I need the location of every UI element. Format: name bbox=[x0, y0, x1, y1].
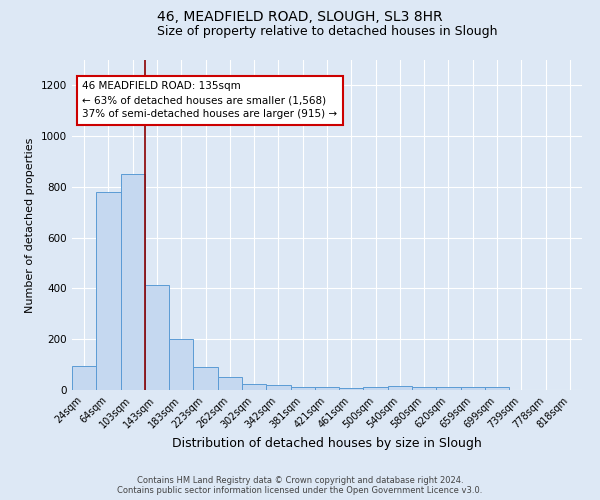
Bar bbox=[169, 339, 193, 390]
Bar bbox=[461, 388, 485, 390]
Bar bbox=[339, 388, 364, 390]
Bar bbox=[218, 377, 242, 390]
Text: 46 MEADFIELD ROAD: 135sqm
← 63% of detached houses are smaller (1,568)
37% of se: 46 MEADFIELD ROAD: 135sqm ← 63% of detac… bbox=[82, 82, 337, 120]
Bar bbox=[485, 388, 509, 390]
Text: Contains HM Land Registry data © Crown copyright and database right 2024.
Contai: Contains HM Land Registry data © Crown c… bbox=[118, 476, 482, 495]
Text: 46, MEADFIELD ROAD, SLOUGH, SL3 8HR: 46, MEADFIELD ROAD, SLOUGH, SL3 8HR bbox=[157, 10, 443, 24]
Bar bbox=[436, 387, 461, 390]
Y-axis label: Number of detached properties: Number of detached properties bbox=[25, 138, 35, 312]
X-axis label: Distribution of detached houses by size in Slough: Distribution of detached houses by size … bbox=[172, 436, 482, 450]
Bar bbox=[72, 366, 96, 390]
Bar bbox=[145, 284, 169, 390]
Bar bbox=[96, 192, 121, 390]
Bar bbox=[388, 386, 412, 390]
Bar bbox=[193, 367, 218, 390]
Bar bbox=[290, 388, 315, 390]
Bar bbox=[242, 384, 266, 390]
Bar bbox=[364, 388, 388, 390]
Bar bbox=[412, 388, 436, 390]
Bar bbox=[315, 388, 339, 390]
Bar bbox=[266, 386, 290, 390]
Bar bbox=[121, 174, 145, 390]
Title: Size of property relative to detached houses in Slough: Size of property relative to detached ho… bbox=[157, 25, 497, 38]
